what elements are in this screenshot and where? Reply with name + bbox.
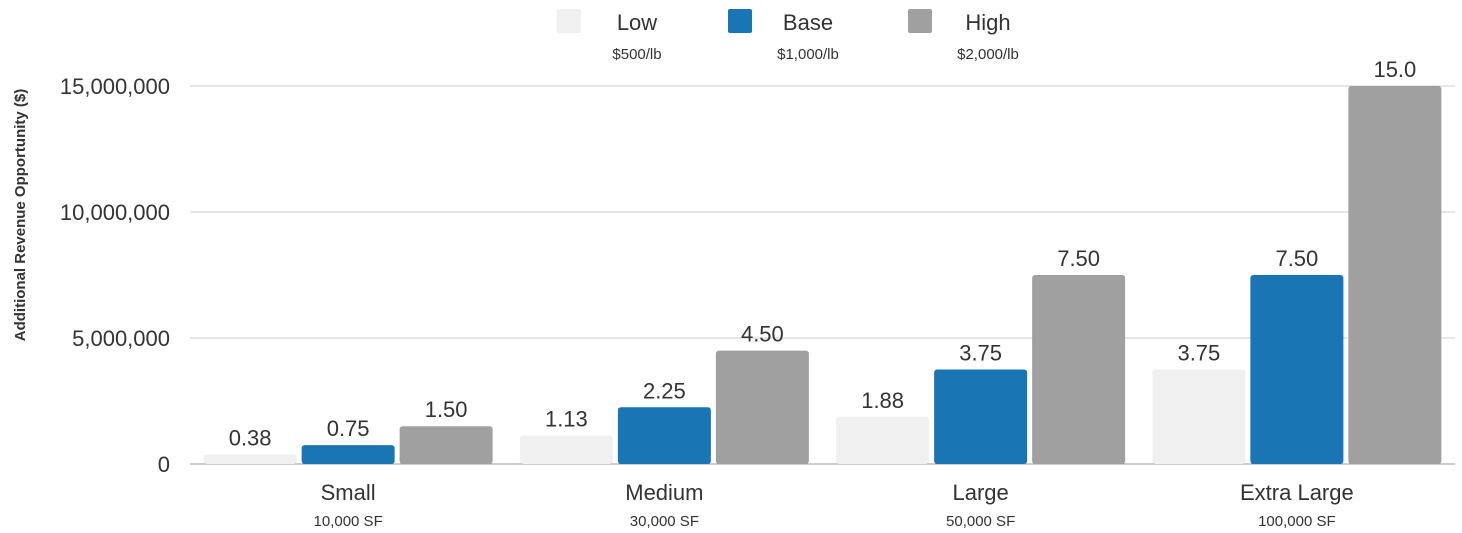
y-tick-label: 10,000,000	[60, 200, 170, 225]
y-axis-ticks: 0 5,000,000 10,000,000 15,000,000	[60, 74, 170, 477]
x-axis-ticks: Small 10,000 SF Medium 30,000 SF Large 50,000…	[314, 480, 1354, 530]
bars	[203, 86, 1442, 464]
data-label: 7.50	[1275, 246, 1318, 271]
x-tick-label: Large	[952, 480, 1008, 505]
bar-low-3	[1152, 369, 1246, 464]
legend-label: Base	[783, 10, 833, 35]
bar-low-1	[519, 435, 613, 464]
x-tick-label: Medium	[625, 480, 703, 505]
data-label: 15.0	[1373, 57, 1416, 82]
x-tick-sublabel: 50,000 SF	[946, 513, 1015, 530]
y-axis-label: Additional Revenue Opportunity ($)	[12, 89, 29, 342]
y-tick-label: 0	[158, 452, 170, 477]
data-label: 3.75	[1177, 341, 1220, 366]
x-tick-sublabel: 10,000 SF	[314, 513, 383, 530]
bar-base-3	[1250, 275, 1344, 464]
legend-sublabel: $2,000/lb	[957, 46, 1019, 63]
data-label: 0.75	[327, 416, 370, 441]
x-tick-sublabel: 100,000 SF	[1258, 513, 1336, 530]
y-tick-label: 15,000,000	[60, 74, 170, 99]
bar-low-2	[836, 416, 930, 464]
legend-swatch-high	[908, 9, 932, 33]
data-label: 1.50	[425, 397, 468, 422]
data-label: 2.25	[643, 378, 686, 403]
x-tick-label: Extra Large	[1240, 480, 1354, 505]
data-label: 1.13	[545, 407, 588, 432]
bar-high-2	[1032, 275, 1126, 464]
legend-sublabel: $500/lb	[612, 46, 661, 63]
legend-swatch-low	[557, 9, 581, 33]
data-label: 3.75	[959, 341, 1002, 366]
legend-swatch-base	[728, 9, 752, 33]
data-label: 4.50	[741, 322, 784, 347]
bar-base-1	[617, 407, 711, 464]
data-labels: 0.38 0.75 1.50 1.13 2.25 4.50 1.88 3.75 7.50 3.75…	[229, 57, 1417, 451]
bar-high-1	[715, 350, 809, 464]
data-label: 1.88	[861, 388, 904, 413]
data-label: 0.38	[229, 426, 272, 451]
y-tick-label: 5,000,000	[72, 326, 170, 351]
data-label: 7.50	[1057, 246, 1100, 271]
bar-base-0	[301, 445, 395, 464]
x-tick-label: Small	[321, 480, 376, 505]
bar-base-2	[934, 369, 1028, 464]
grid-lines	[190, 85, 1455, 465]
legend-label: High	[965, 10, 1010, 35]
bar-high-0	[399, 426, 493, 464]
bar-low-0	[203, 454, 297, 464]
legend-label: Low	[617, 10, 657, 35]
x-tick-sublabel: 30,000 SF	[630, 513, 699, 530]
legend-sublabel: $1,000/lb	[777, 46, 839, 63]
legend: Low $500/lb Base $1,000/lb High $2,000/lb	[557, 9, 1019, 63]
bar-high-3	[1348, 86, 1442, 464]
